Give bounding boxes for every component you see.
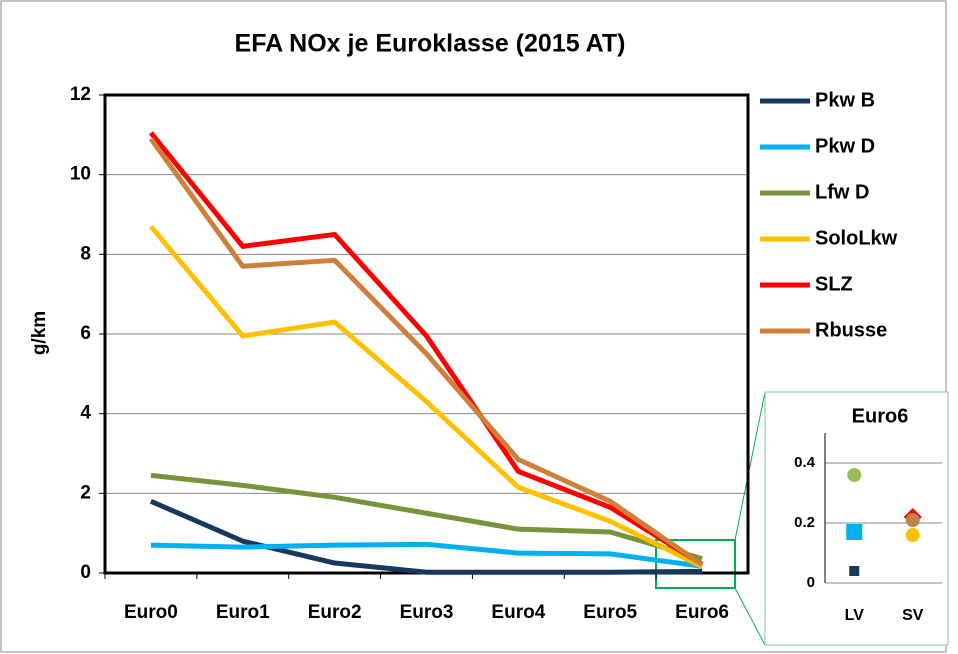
legend-label: Lfw D — [815, 181, 869, 203]
y-axis-label: g/km — [29, 311, 50, 355]
zoom-connector — [734, 391, 766, 541]
y-tick-label: 0 — [807, 574, 815, 591]
series-line — [148, 137, 704, 567]
series-line — [149, 224, 704, 569]
y-tick-label: 2 — [80, 482, 91, 503]
legend-label: SoloLkw — [815, 227, 898, 249]
x-tick-label: Euro3 — [400, 602, 454, 623]
point — [905, 528, 920, 542]
y-tick-label: 6 — [80, 323, 91, 344]
y-tick-label: 10 — [70, 164, 91, 185]
x-tick-label: Euro5 — [583, 602, 637, 623]
point — [849, 566, 860, 576]
series-line — [148, 131, 704, 567]
x-tick-label: Euro6 — [675, 602, 729, 623]
legend-label: Rbusse — [815, 319, 887, 341]
y-tick-label: 4 — [80, 403, 91, 424]
legend-label: SLZ — [815, 273, 853, 295]
zoom-connector — [734, 587, 766, 646]
chart-title: EFA NOx je Euroklasse (2015 AT) — [235, 30, 626, 58]
inset-title: Euro6 — [852, 405, 909, 427]
x-tick-label: Euro4 — [491, 602, 545, 623]
series-line — [150, 472, 703, 562]
y-tick-label: 0.4 — [794, 454, 816, 471]
y-tick-label: 12 — [70, 84, 91, 105]
series-line — [149, 499, 703, 575]
point — [847, 468, 862, 482]
x-tick-label: Euro0 — [124, 602, 178, 623]
legend-label: Pkw B — [815, 89, 875, 111]
y-tick-label: 8 — [80, 243, 91, 264]
x-tick-label: Euro2 — [308, 602, 362, 623]
point — [905, 513, 920, 527]
y-tick-label: 0 — [80, 562, 91, 583]
series-line — [150, 541, 703, 569]
x-tick-label: SV — [902, 607, 924, 624]
y-tick-label: 0.2 — [794, 514, 815, 531]
x-tick-label: LV — [845, 607, 865, 624]
x-tick-label: Euro1 — [216, 602, 270, 623]
legend-label: Pkw D — [815, 135, 875, 157]
zoom-box — [655, 539, 736, 589]
point — [846, 524, 863, 540]
